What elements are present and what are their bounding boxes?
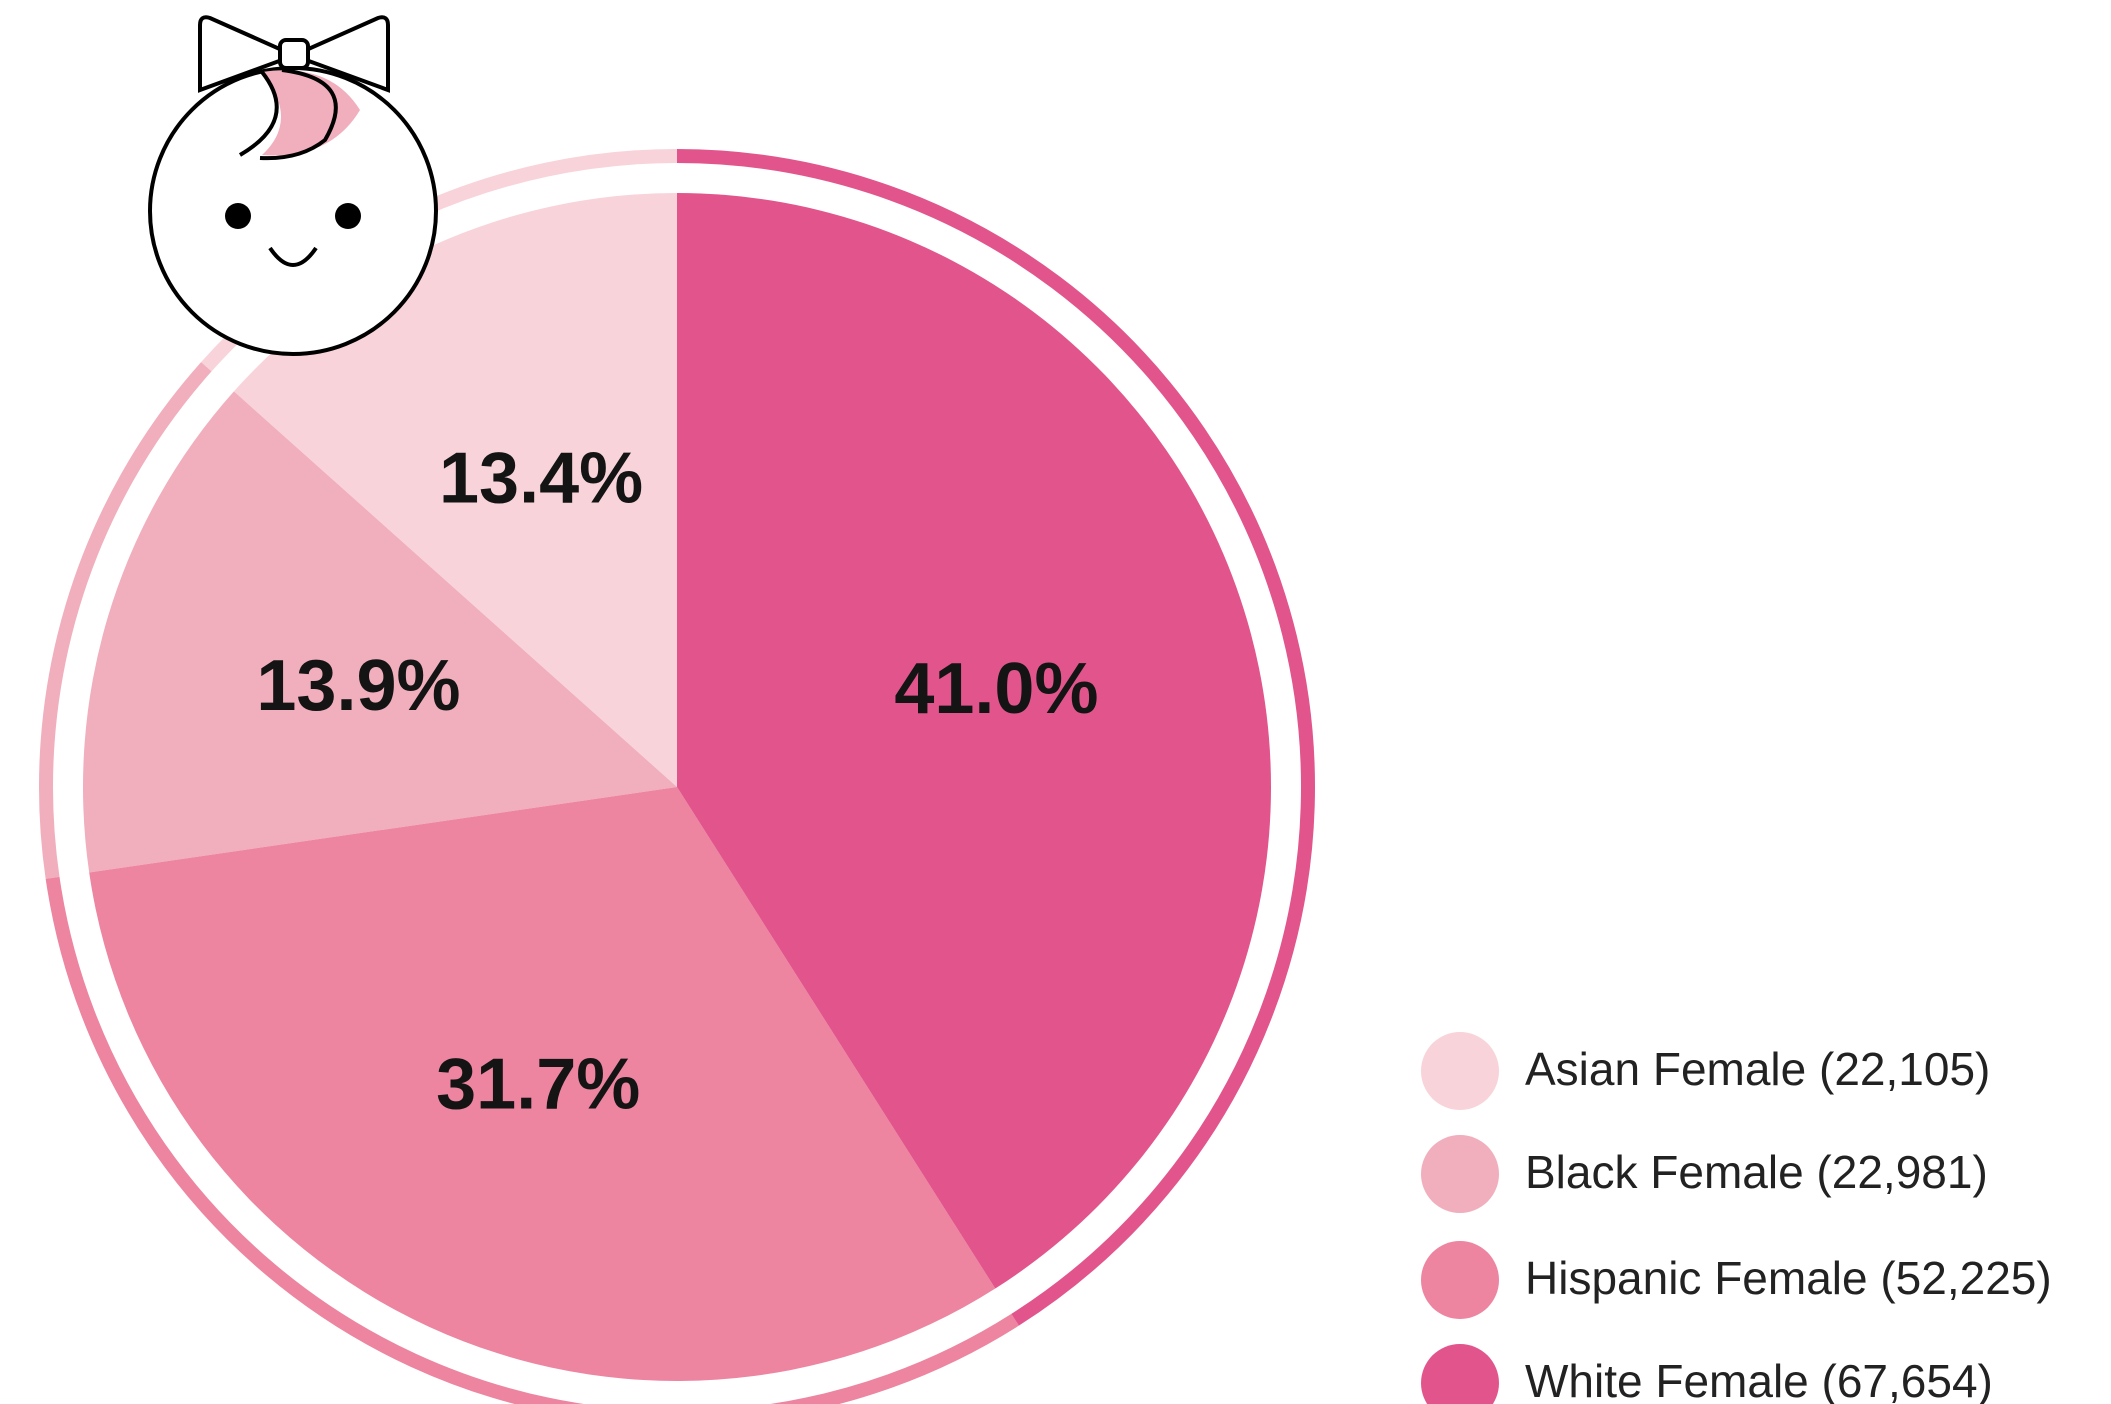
legend-swatch <box>1421 1032 1499 1110</box>
legend-label: Asian Female (22,105) <box>1525 1043 1990 1095</box>
data-label: 13.4% <box>439 438 643 518</box>
pie-slice <box>82 391 677 873</box>
ring-arc <box>676 149 1315 1326</box>
legend-label: Hispanic Female (52,225) <box>1525 1252 2052 1304</box>
legend-swatch <box>1421 1135 1499 1213</box>
girl-icon <box>148 15 438 356</box>
pie-slice <box>677 193 1271 1289</box>
legend-swatch <box>1421 1241 1499 1319</box>
legend-label: Black Female (22,981) <box>1525 1146 1988 1198</box>
data-label: 13.9% <box>256 646 460 726</box>
legend-label: White Female (67,654) <box>1525 1355 1993 1404</box>
ring-arc <box>45 876 1019 1404</box>
data-label: 31.7% <box>436 1044 640 1124</box>
pie-slice <box>89 787 996 1381</box>
ring-arc <box>39 362 212 879</box>
data-label: 41.0% <box>894 649 1098 729</box>
legend-swatch <box>1421 1344 1499 1404</box>
